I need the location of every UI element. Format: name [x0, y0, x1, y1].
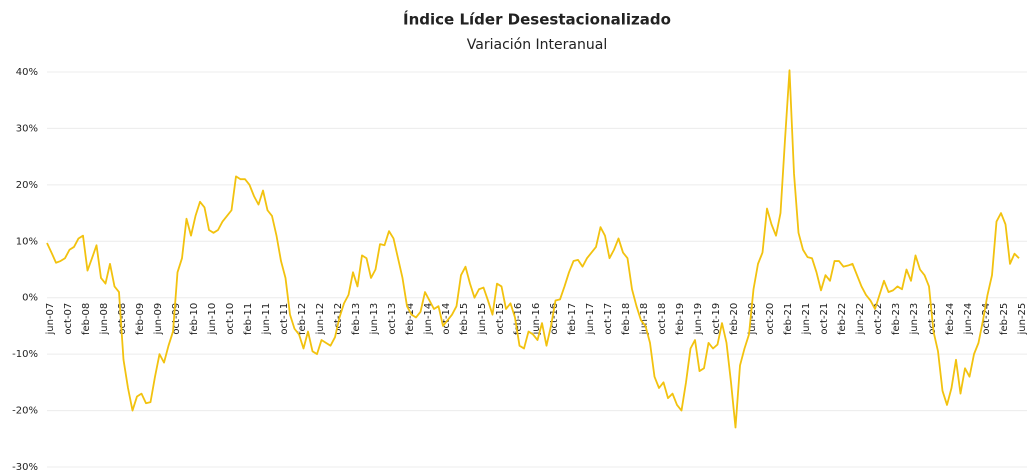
data-line — [46, 69, 1020, 429]
x-tick-label: oct-17 — [603, 303, 614, 335]
x-tick-label: jun-13 — [369, 303, 380, 336]
x-tick-label: feb-25 — [999, 303, 1010, 335]
x-tick-label: jun-18 — [639, 303, 650, 336]
x-tick-label: feb-11 — [243, 303, 254, 335]
x-tick-label: oct-11 — [279, 303, 290, 335]
x-tick-label: feb-10 — [189, 303, 200, 335]
x-tick-label: feb-19 — [675, 303, 686, 335]
x-tick-label: jun-21 — [801, 303, 812, 336]
x-tick-label: jun-25 — [1017, 303, 1027, 336]
x-tick-label: oct-19 — [711, 303, 722, 335]
x-tick-label: jun-23 — [909, 303, 920, 336]
y-tick-label: 0% — [22, 293, 38, 304]
y-tick-label: 30% — [16, 123, 38, 134]
x-tick-label: jun-19 — [693, 303, 704, 336]
x-tick-label: oct-22 — [873, 303, 884, 335]
x-tick-label: feb-23 — [891, 303, 902, 335]
y-tick-label: 20% — [16, 180, 38, 191]
x-tick-label: oct-07 — [63, 303, 74, 335]
x-tick-label: feb-18 — [621, 303, 632, 335]
x-tick-label: oct-21 — [819, 303, 830, 335]
x-tick-label: oct-24 — [981, 303, 992, 335]
x-tick-label: oct-18 — [657, 303, 668, 335]
x-tick-label: feb-17 — [567, 303, 578, 335]
x-tick-label: feb-24 — [945, 303, 956, 335]
y-tick-label: -10% — [12, 349, 38, 360]
x-tick-label: oct-09 — [171, 303, 182, 335]
x-tick-label: jun-11 — [261, 303, 272, 336]
y-tick-label: 10% — [16, 236, 38, 247]
x-tick-label: feb-13 — [351, 303, 362, 335]
x-tick-label: jun-08 — [99, 303, 110, 336]
x-tick-label: jun-22 — [855, 303, 866, 336]
x-tick-label: jun-07 — [45, 303, 56, 336]
x-tick-label: jun-12 — [315, 303, 326, 336]
x-tick-label: jun-10 — [207, 303, 218, 336]
y-tick-label: -30% — [12, 462, 38, 472]
x-tick-label: oct-10 — [225, 303, 236, 335]
x-tick-label: oct-15 — [495, 303, 506, 335]
x-tick-label: oct-13 — [387, 303, 398, 335]
x-tick-label: jun-16 — [531, 303, 542, 336]
x-tick-label: oct-16 — [549, 303, 560, 335]
x-tick-label: feb-12 — [297, 303, 308, 335]
x-tick-label: oct-20 — [765, 303, 776, 335]
chart-subtitle: Variación Interanual — [467, 37, 607, 53]
chart-title: Índice Líder Desestacionalizado — [403, 10, 671, 29]
x-tick-label: jun-20 — [747, 303, 758, 336]
x-tick-label: oct-08 — [117, 303, 128, 335]
x-tick-label: jun-09 — [153, 303, 164, 336]
x-tick-label: feb-14 — [405, 303, 416, 335]
x-tick-label: feb-20 — [729, 303, 740, 335]
x-tick-label: jun-15 — [477, 303, 488, 336]
x-tick-label: feb-16 — [513, 303, 524, 335]
x-tick-label: feb-21 — [783, 303, 794, 335]
x-tick-label: feb-15 — [459, 303, 470, 335]
x-tick-label: feb-09 — [135, 303, 146, 335]
x-tick-label: jun-24 — [963, 303, 974, 336]
x-tick-label: oct-14 — [441, 303, 452, 335]
y-tick-label: 40% — [16, 67, 38, 78]
x-tick-label: jun-17 — [585, 303, 596, 336]
y-tick-label: -20% — [12, 406, 38, 417]
x-tick-label: feb-22 — [837, 303, 848, 335]
x-tick-label: feb-08 — [81, 303, 92, 335]
x-tick-label: jun-14 — [423, 303, 434, 336]
